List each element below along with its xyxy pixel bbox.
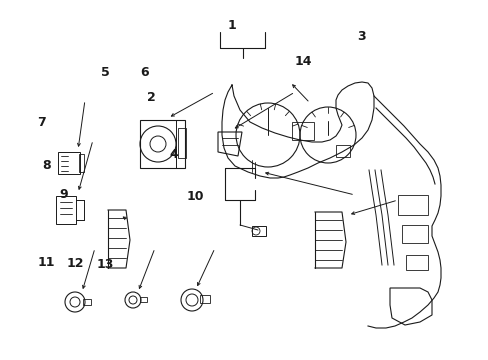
Bar xyxy=(335,145,349,157)
Bar xyxy=(397,195,427,215)
Text: 8: 8 xyxy=(42,159,51,172)
Bar xyxy=(79,154,84,172)
Bar xyxy=(251,226,265,236)
Text: 4: 4 xyxy=(169,148,178,161)
Text: 10: 10 xyxy=(186,190,204,203)
Bar xyxy=(58,152,80,174)
Bar xyxy=(83,299,91,305)
Text: 6: 6 xyxy=(140,66,148,78)
Bar xyxy=(200,295,209,303)
Bar xyxy=(401,225,427,243)
Bar xyxy=(56,196,76,224)
Text: 11: 11 xyxy=(38,256,55,269)
Text: 3: 3 xyxy=(357,30,366,42)
Bar xyxy=(291,122,313,140)
Text: 9: 9 xyxy=(59,188,68,201)
Bar xyxy=(140,297,147,302)
Text: 14: 14 xyxy=(294,55,311,68)
Bar xyxy=(405,255,427,270)
Bar xyxy=(178,128,185,158)
Text: 1: 1 xyxy=(227,19,236,32)
Text: 5: 5 xyxy=(101,66,109,78)
Text: 7: 7 xyxy=(37,116,46,129)
Text: 13: 13 xyxy=(96,258,114,271)
Text: 2: 2 xyxy=(147,91,156,104)
Text: 12: 12 xyxy=(67,257,84,270)
